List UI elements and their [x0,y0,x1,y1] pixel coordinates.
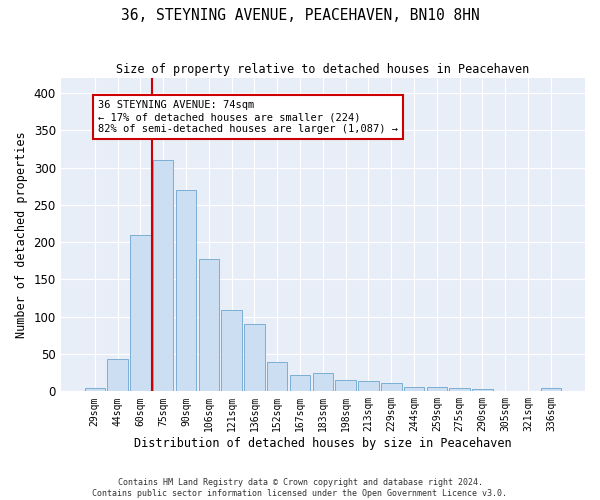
Bar [313,372,333,392]
Bar [290,375,310,392]
X-axis label: Distribution of detached houses by size in Peacehaven: Distribution of detached houses by size … [134,437,512,450]
Bar [176,190,196,392]
Y-axis label: Number of detached properties: Number of detached properties [15,132,28,338]
Bar [427,387,447,392]
Bar [335,380,356,392]
Bar [381,383,401,392]
Bar [358,381,379,392]
Text: Contains HM Land Registry data © Crown copyright and database right 2024.
Contai: Contains HM Land Registry data © Crown c… [92,478,508,498]
Bar [449,388,470,392]
Text: 36 STEYNING AVENUE: 74sqm
← 17% of detached houses are smaller (224)
82% of semi: 36 STEYNING AVENUE: 74sqm ← 17% of detac… [98,100,398,134]
Bar [541,388,561,392]
Bar [472,389,493,392]
Text: 36, STEYNING AVENUE, PEACEHAVEN, BN10 8HN: 36, STEYNING AVENUE, PEACEHAVEN, BN10 8H… [121,8,479,22]
Bar [199,260,219,392]
Bar [153,160,173,392]
Bar [85,388,105,392]
Bar [404,387,424,392]
Bar [244,324,265,392]
Bar [107,360,128,392]
Bar [267,362,287,392]
Bar [221,310,242,392]
Bar [130,234,151,392]
Title: Size of property relative to detached houses in Peacehaven: Size of property relative to detached ho… [116,62,529,76]
